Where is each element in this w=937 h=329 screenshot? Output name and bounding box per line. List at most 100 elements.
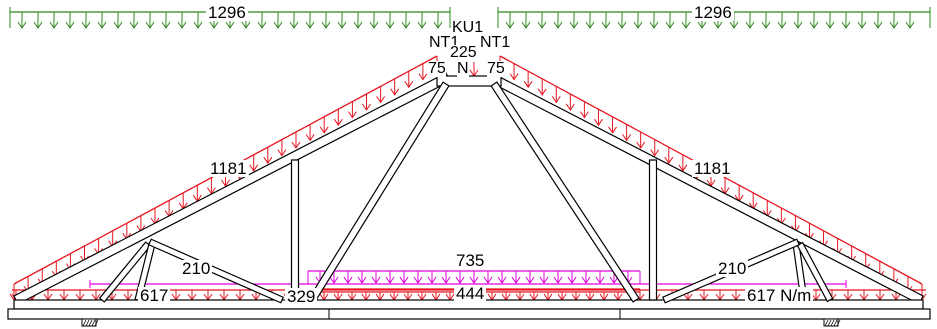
ceiling-dead-arrow [389, 292, 399, 301]
bottom-chord-arrow [171, 290, 181, 301]
bottom-left-label: 617 [138, 286, 171, 305]
ceiling-live-arrow [371, 271, 381, 284]
ceiling-dead-arrow [529, 292, 539, 301]
snow-arrow [665, 12, 675, 29]
roof-arrow [594, 109, 603, 127]
ceiling-live-arrow [329, 271, 339, 284]
bottom-chord-arrow [235, 290, 245, 301]
snow-arrow [553, 12, 563, 29]
snow-arrow [385, 12, 395, 29]
ceiling-live-arrow [441, 271, 451, 284]
ceiling-dead-arrow [557, 292, 567, 301]
snow-arrow [825, 12, 835, 29]
snow-arrow [129, 12, 139, 29]
snow-arrow [505, 12, 515, 29]
bottom-chord-arrow [123, 290, 133, 301]
snow-arrow [305, 12, 315, 29]
ceiling-dead-arrow [361, 292, 371, 301]
roof-arrow [178, 192, 188, 210]
roof-arrow [622, 124, 632, 142]
snow-arrow [601, 12, 611, 29]
apex-point-load [469, 62, 479, 77]
snow-arrow [113, 12, 123, 29]
top-chord-left [13, 72, 451, 305]
snow-arrow [17, 12, 27, 29]
knee-brace-right-b [796, 241, 834, 303]
support-left [81, 318, 99, 327]
ceiling-live-arrow [469, 271, 479, 284]
ceiling-live-arrow [413, 271, 423, 284]
roof-arrow [404, 71, 414, 89]
ceiling-dead-arrow [431, 292, 441, 301]
snow-arrow [905, 12, 915, 29]
snow-arrow [161, 12, 171, 29]
ceiling-dead-arrow [613, 292, 623, 301]
roof-arrow [523, 71, 533, 89]
roof-arrow [192, 185, 202, 203]
snow-arrow [793, 12, 803, 29]
roof-arrow [720, 177, 730, 195]
snow-arrow [633, 12, 643, 29]
ceiling-live-load [307, 270, 641, 284]
roof-arrow [608, 116, 617, 134]
bottom-inner-left-label: 210 [180, 259, 213, 278]
snow-arrow [617, 12, 627, 29]
bottom-chord-arrow [843, 290, 853, 301]
snow-arrow [585, 12, 595, 29]
snow-arrow [649, 12, 659, 29]
ceiling-live-arrow [427, 271, 437, 284]
ceiling-dead-arrow [501, 292, 511, 301]
snow-arrow [273, 12, 283, 29]
roof-arrow [565, 94, 575, 111]
snow-arrow [809, 12, 819, 29]
ceiling-dead-arrow [599, 292, 609, 301]
roof-arrow [305, 124, 315, 142]
snow-arrow [873, 12, 883, 29]
snow-arrow [33, 12, 43, 29]
ceiling-live-arrow [511, 271, 521, 284]
ceiling-live-arrow [399, 271, 409, 284]
ceiling-live-arrow [385, 271, 395, 284]
ceiling-dead-arrow [375, 292, 385, 301]
bottom-chord-arrow [715, 290, 725, 301]
roof-arrow [579, 101, 589, 119]
apex-ku-label: KU1 [452, 19, 484, 36]
ceiling-board [7, 308, 931, 320]
ceiling-live-arrow [483, 271, 493, 284]
snow-arrow [537, 12, 547, 29]
roof-arrow [206, 177, 216, 195]
snow-arrow [729, 12, 739, 29]
ceiling-live-arrow [343, 271, 353, 284]
ceiling-dead-arrow [333, 292, 343, 301]
ceiling-dead-arrow [487, 292, 497, 301]
roof-arrow [664, 147, 674, 165]
ceiling-live-arrow [497, 271, 507, 284]
bottom-chord-arrow [875, 290, 885, 301]
roof-arrow [249, 154, 259, 172]
bottom-chord-arrow [91, 290, 101, 301]
roof-arrow [551, 86, 561, 104]
snow-arrow [401, 12, 411, 29]
snow-arrow [841, 12, 851, 29]
roof-arrow [277, 139, 287, 157]
snow-arrow [417, 12, 427, 29]
ceiling-dead-arrow [571, 292, 581, 301]
roof-arrow [347, 101, 357, 119]
ceiling-dead-arrow [319, 292, 329, 301]
roof-load-right-label: 1181 [692, 159, 733, 178]
ceiling-live-arrow [525, 271, 535, 284]
ceiling-dead-arrow [585, 292, 595, 301]
roof-arrow [333, 109, 343, 127]
top-chord-right [487, 72, 924, 305]
roof-arrow [678, 154, 688, 172]
bottom-chord-arrow [43, 290, 53, 301]
ceiling-live-arrow [567, 271, 577, 284]
snow-load-left-label: 1296 [206, 3, 248, 22]
ceiling-dead-arrow [445, 292, 455, 301]
snow-arrow [81, 12, 91, 29]
ceiling-dead-arrow [417, 292, 427, 301]
apex-n-label: N [457, 60, 469, 77]
ceiling-live-arrow [357, 271, 367, 284]
snow-arrow [521, 12, 531, 29]
